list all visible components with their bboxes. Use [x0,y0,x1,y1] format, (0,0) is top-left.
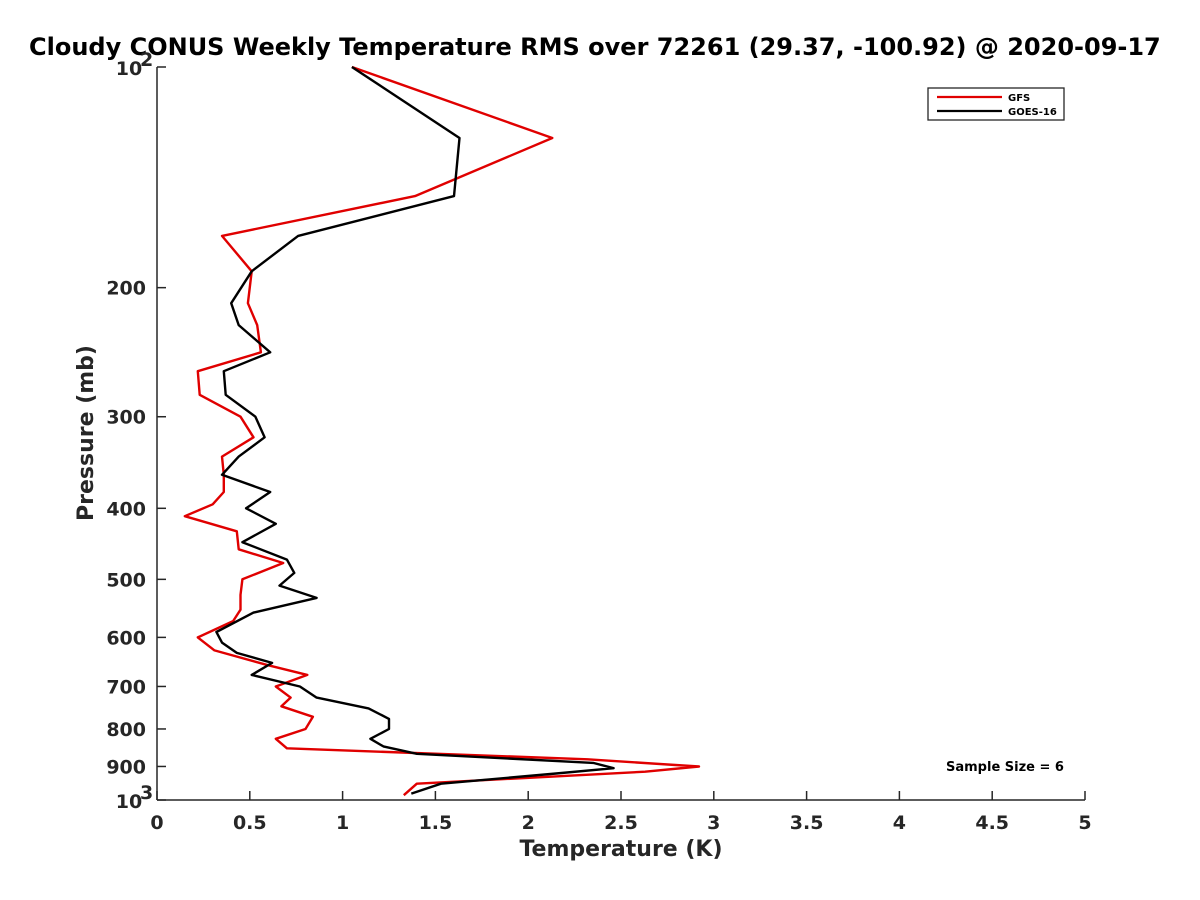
x-tick-label: 3 [707,812,720,834]
series-layer [183,65,701,797]
series-line-gfs [183,65,701,797]
x-axis-label: Temperature (K) [519,837,722,862]
x-tick-label: 3.5 [790,812,824,834]
x-tick-label: 4.5 [975,812,1009,834]
y-tick-label: 400 [106,498,146,520]
y-axis-label: Pressure (mb) [74,345,99,521]
sample-size-annotation: Sample Size = 6 [946,760,1064,775]
x-tick-label: 0.5 [233,812,267,834]
y-tick-exponent: 2 [140,49,153,71]
y-tick-label: 700 [106,676,146,698]
x-tick-label: 1 [336,812,349,834]
y-tick-label: 800 [106,719,146,741]
x-tick-label: 0 [150,812,163,834]
y-tick-label: 500 [106,569,146,591]
y-tick-label: 10 [116,791,142,813]
legend: GFS GOES-16 [927,87,1065,121]
y-tick-label: 10 [116,58,142,80]
y-tick-label: 300 [106,407,146,429]
y-tick-label: 200 [106,278,146,300]
series-line-goes16 [215,65,615,795]
legend-label-goes16: GOES-16 [1008,107,1057,118]
x-tick-label: 2 [522,812,535,834]
x-tick-label: 2.5 [604,812,638,834]
chart-title: Cloudy CONUS Weekly Temperature RMS over… [29,33,1161,61]
axes [156,67,1085,801]
x-tick-label: 4 [893,812,906,834]
y-tick-label: 900 [106,756,146,778]
legend-box [927,87,1065,121]
y-tick-exponent: 3 [140,782,153,804]
x-tick-label: 5 [1078,812,1091,834]
legend-label-gfs: GFS [1008,93,1030,104]
y-tick-label: 600 [106,627,146,649]
x-tick-label: 1.5 [419,812,453,834]
x-ticks: 0 0.5 1 1.5 2 2.5 3 3.5 4 4.5 5 [150,791,1092,834]
